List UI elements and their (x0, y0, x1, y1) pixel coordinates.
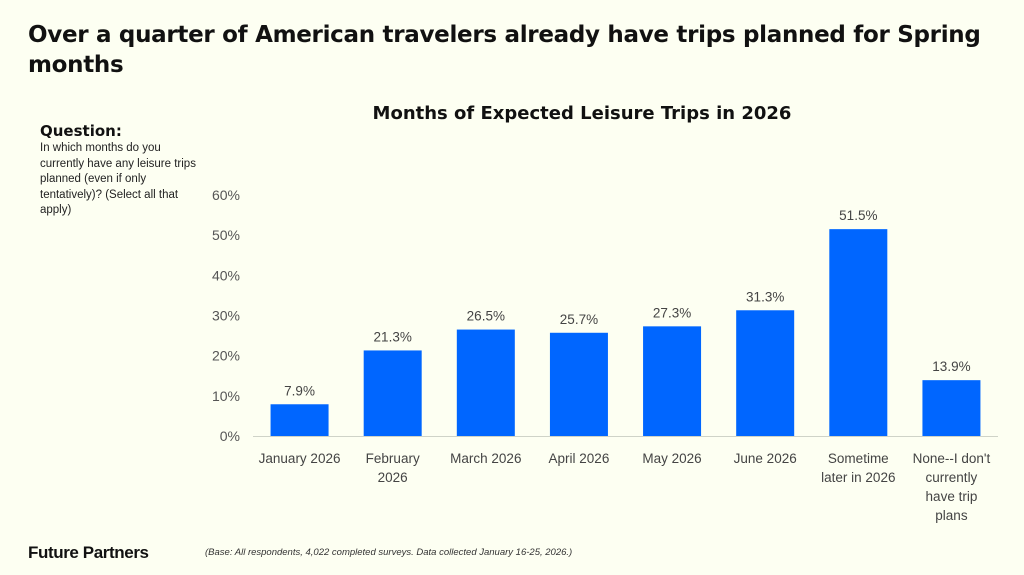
x-tick-label-line: 2026 (378, 470, 408, 485)
bar (736, 310, 795, 436)
y-tick-label: 0% (220, 428, 240, 444)
y-tick-label: 30% (212, 308, 240, 324)
x-axis-labels: January 2026 February 2026 March 2026 April … (259, 451, 991, 523)
x-tick-label: April 2026 (549, 451, 610, 466)
y-tick-label: 60% (212, 187, 240, 203)
bar (643, 326, 702, 436)
y-tick-label: 40% (212, 267, 240, 283)
x-tick-label: Sometime later in 2026 (821, 451, 895, 485)
data-label: 25.7% (560, 312, 598, 327)
x-tick-label-line: currently (926, 470, 978, 485)
data-label: 26.5% (467, 309, 505, 324)
x-tick-label-line: May 2026 (642, 451, 701, 466)
x-tick-label: March 2026 (450, 451, 521, 466)
x-tick-label-line: April 2026 (549, 451, 610, 466)
y-tick-label: 10% (212, 388, 240, 404)
y-tick-label: 50% (212, 227, 240, 243)
x-tick-label: January 2026 (259, 451, 341, 466)
data-label: 31.3% (746, 289, 784, 304)
question-label: Question: (40, 122, 122, 140)
chart-title: Months of Expected Leisure Trips in 2026 (372, 103, 792, 124)
x-tick-label-line: later in 2026 (821, 470, 895, 485)
data-labels: 7.9% 21.3% 26.5% 25.7% 27.3% 31.3% 51.5% 13.9% (284, 208, 970, 398)
data-label: 21.3% (374, 329, 412, 344)
data-label: 7.9% (284, 383, 315, 398)
y-tick-label: 20% (212, 348, 240, 364)
x-tick-label-line: None--I don't (913, 451, 991, 466)
x-tick-label: February 2026 (366, 451, 420, 485)
x-tick-label: June 2026 (734, 451, 797, 466)
data-label: 27.3% (653, 305, 691, 320)
headline: Over a quarter of American travelers alr… (28, 22, 981, 78)
y-axis-ticks: 0% 10% 20% 30% 40% 50% 60% (212, 187, 240, 444)
footnote: (Base: All respondents, 4,022 completed … (205, 547, 573, 558)
x-tick-label-line: March 2026 (450, 451, 521, 466)
x-tick-label-line: February (366, 451, 420, 466)
x-tick-label-line: plans (935, 508, 968, 523)
bars (270, 229, 981, 436)
x-tick-label: None--I don't currently have trip plans (913, 451, 991, 523)
x-tick-label-line: have trip (926, 489, 978, 504)
x-tick-label-line: Sometime (828, 451, 889, 466)
x-tick-label-line: June 2026 (734, 451, 797, 466)
bar (922, 380, 981, 436)
bar (829, 229, 888, 436)
data-label: 13.9% (932, 359, 970, 374)
x-tick-label-line: January 2026 (259, 451, 341, 466)
x-tick-label: May 2026 (642, 451, 701, 466)
bar (549, 332, 608, 436)
bar (363, 350, 422, 436)
brand-logo: Future Partners (28, 543, 149, 562)
bar (270, 404, 329, 436)
bar (456, 329, 515, 436)
question-panel: Question: In which months do you current… (40, 122, 200, 219)
question-text: In which months do you currently have an… (40, 142, 196, 216)
data-label: 51.5% (839, 208, 877, 223)
